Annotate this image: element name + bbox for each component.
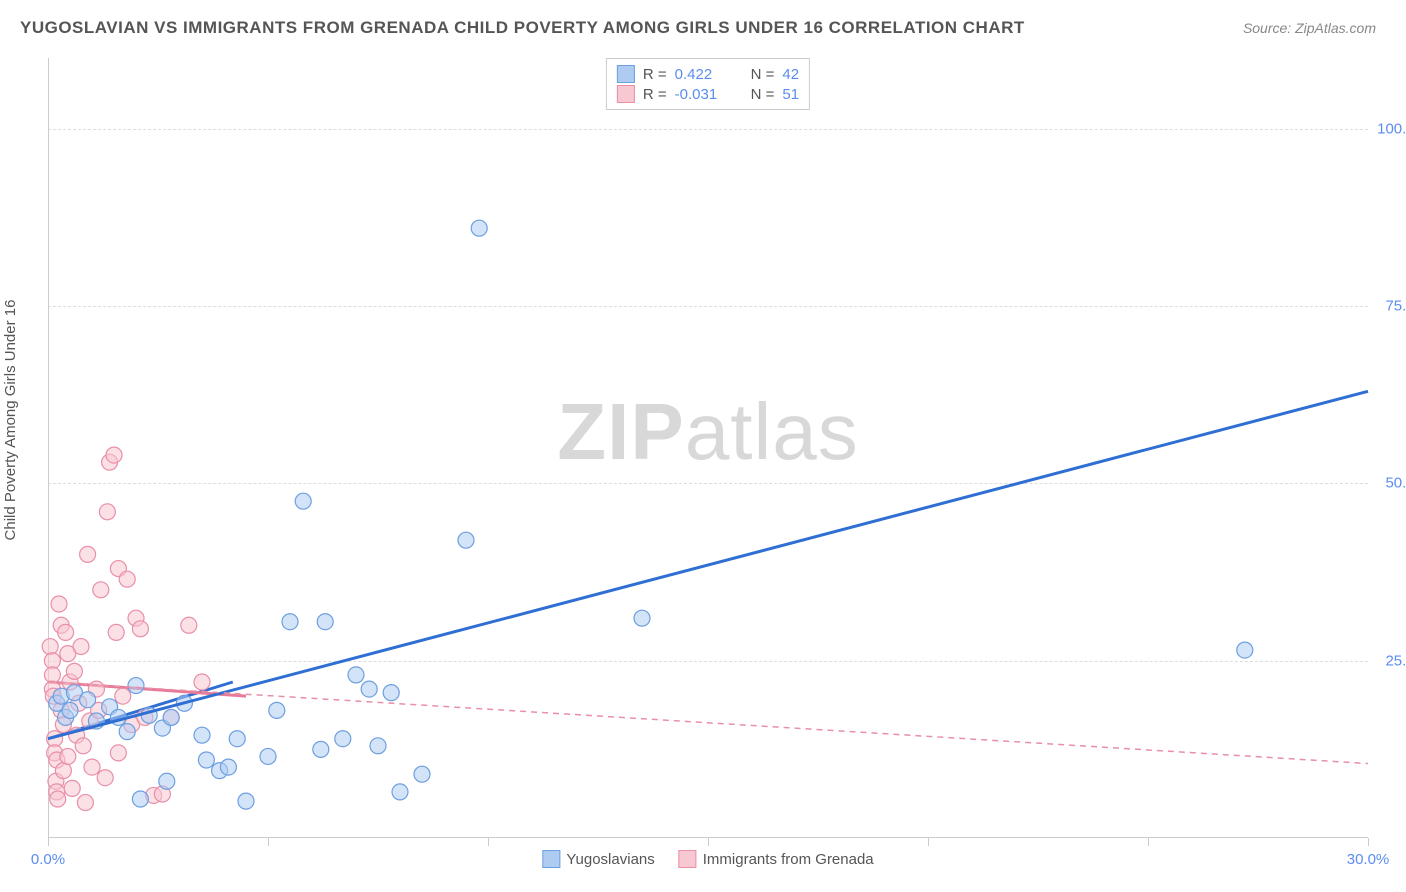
data-point [458, 532, 474, 548]
x-tick [1148, 838, 1149, 846]
data-point [55, 763, 71, 779]
trend-line [48, 391, 1368, 738]
n-label: N = [751, 66, 775, 83]
data-point [66, 663, 82, 679]
data-point [73, 639, 89, 655]
chart-area: ZIPatlas R =0.422N =42R =-0.031N =51 Yug… [48, 58, 1368, 838]
data-point [198, 752, 214, 768]
data-point [42, 639, 58, 655]
n-value: 42 [782, 66, 799, 83]
data-point [64, 780, 80, 796]
legend-swatch [679, 850, 697, 868]
legend-swatch [617, 85, 635, 103]
data-point [229, 731, 245, 747]
data-point [335, 731, 351, 747]
data-point [75, 738, 91, 754]
x-tick-label: 0.0% [31, 851, 65, 868]
legend-label: Yugoslavians [566, 851, 654, 868]
r-label: R = [643, 86, 667, 103]
data-point [132, 791, 148, 807]
data-point [392, 784, 408, 800]
data-point [220, 759, 236, 775]
y-axis-label: Child Poverty Among Girls Under 16 [2, 300, 19, 541]
x-tick [48, 838, 49, 846]
data-point [414, 766, 430, 782]
data-point [50, 791, 66, 807]
data-point [361, 681, 377, 697]
data-point [99, 504, 115, 520]
data-point [370, 738, 386, 754]
data-point [128, 678, 144, 694]
data-point [634, 610, 650, 626]
data-point [1237, 642, 1253, 658]
data-point [295, 493, 311, 509]
y-tick-label: 25.0% [1385, 652, 1406, 669]
legend-item: Yugoslavians [542, 850, 654, 868]
data-point [132, 621, 148, 637]
data-point [108, 624, 124, 640]
data-point [106, 447, 122, 463]
data-point [238, 793, 254, 809]
r-value: 0.422 [675, 66, 735, 83]
y-tick-label: 100.0% [1377, 120, 1406, 137]
data-point [348, 667, 364, 683]
plot-svg [48, 58, 1368, 838]
n-label: N = [751, 86, 775, 103]
data-point [313, 741, 329, 757]
data-point [159, 773, 175, 789]
data-point [119, 571, 135, 587]
series-legend: Yugoslavians Immigrants from Grenada [542, 850, 873, 868]
x-tick [488, 838, 489, 846]
data-point [260, 748, 276, 764]
stats-legend: R = 0.422 N = 42 R = -0.031 N = 51 [606, 58, 810, 110]
legend-label: Immigrants from Grenada [703, 851, 874, 868]
data-point [77, 795, 93, 811]
y-tick-label: 75.0% [1385, 298, 1406, 315]
data-point [60, 748, 76, 764]
data-point [110, 745, 126, 761]
data-point [97, 770, 113, 786]
stats-legend-row: R = 0.422 N = 42 [617, 64, 799, 84]
chart-title: YUGOSLAVIAN VS IMMIGRANTS FROM GRENADA C… [20, 18, 1025, 38]
data-point [181, 617, 197, 633]
legend-item: Immigrants from Grenada [679, 850, 874, 868]
data-point [80, 546, 96, 562]
data-point [58, 624, 74, 640]
data-point [62, 702, 78, 718]
y-tick-label: 50.0% [1385, 475, 1406, 492]
data-point [80, 692, 96, 708]
data-point [163, 709, 179, 725]
data-point [383, 685, 399, 701]
n-value: 51 [782, 86, 799, 103]
data-point [471, 220, 487, 236]
data-point [84, 759, 100, 775]
r-value: -0.031 [675, 86, 735, 103]
r-label: R = [643, 66, 667, 83]
data-point [119, 724, 135, 740]
data-point [51, 596, 67, 612]
data-point [93, 582, 109, 598]
data-point [115, 688, 131, 704]
stats-legend-row: R = -0.031 N = 51 [617, 84, 799, 104]
source-label: Source: ZipAtlas.com [1243, 20, 1376, 36]
x-tick [928, 838, 929, 846]
trend-line [48, 682, 1368, 764]
x-tick [268, 838, 269, 846]
data-point [194, 727, 210, 743]
legend-swatch [617, 65, 635, 83]
x-tick-label: 30.0% [1347, 851, 1390, 868]
legend-swatch [542, 850, 560, 868]
data-point [194, 674, 210, 690]
x-tick [1368, 838, 1369, 846]
data-point [269, 702, 285, 718]
data-point [317, 614, 333, 630]
data-point [282, 614, 298, 630]
x-tick [708, 838, 709, 846]
